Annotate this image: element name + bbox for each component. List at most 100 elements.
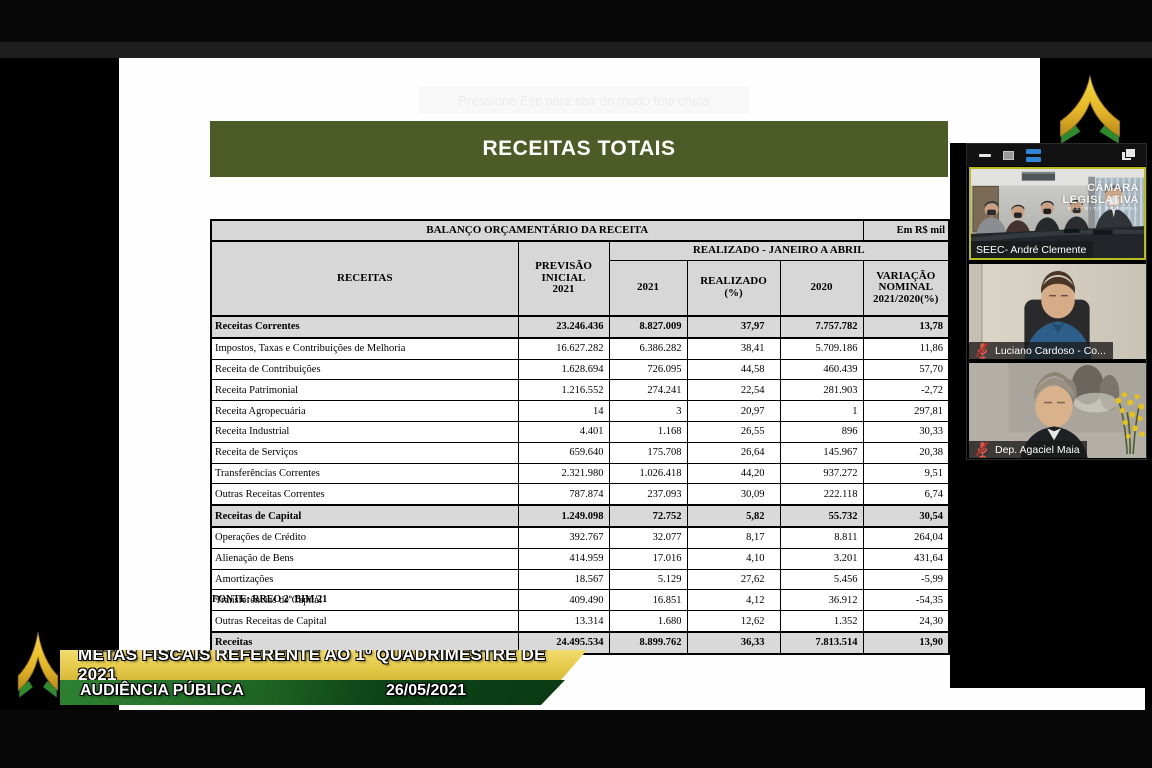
row-value: 13,78 (862, 315, 950, 339)
table-row: Transferências Correntes 2.321.980 1.026.4… (210, 462, 950, 485)
table-caption: BALANÇO ORÇAMENTÁRIO DA RECEITA (210, 219, 864, 242)
participant-name-label: SEEC- André Clemente (971, 241, 1094, 258)
banner-subtitle: AUDIÊNCIA PÚBLICA (80, 682, 244, 699)
row-label: Outras Receitas de Capital (210, 610, 519, 633)
row-value: 13,90 (862, 630, 950, 655)
row-value: 175.708 (608, 441, 688, 464)
slide-white-extension-bottom (950, 688, 1145, 710)
exit-fullscreen-icon[interactable] (1122, 148, 1136, 160)
row-label: Alienação de Bens (210, 547, 519, 570)
row-value: 44,20 (686, 462, 781, 485)
row-value: 30,54 (862, 504, 950, 528)
table-caption-row: BALANÇO ORÇAMENTÁRIO DA RECEITA Em R$ mi… (210, 219, 950, 242)
col-header-2020: 2020 (779, 260, 864, 317)
row-value: 274.241 (608, 379, 688, 402)
row-value: 937.272 (779, 462, 864, 485)
row-value: 38,41 (686, 337, 781, 360)
row-value: -5,99 (862, 568, 950, 591)
row-value: 297,81 (862, 400, 950, 422)
row-value: 1.249.098 (517, 504, 610, 528)
row-value: 8.811 (779, 526, 864, 549)
balanco-orcamentario-table: BALANÇO ORÇAMENTÁRIO DA RECEITA Em R$ mi… (210, 219, 950, 655)
row-value: 414.959 (517, 547, 610, 570)
table-unit: Em R$ mil (862, 219, 950, 242)
row-value: 1 (779, 400, 864, 422)
row-value: 14 (517, 400, 610, 422)
row-value: 1.026.418 (608, 462, 688, 485)
row-label: Receita de Serviços (210, 441, 519, 464)
col-header-variacao: VARIAÇÃO NOMINAL 2021/2020(%) (862, 260, 950, 317)
row-value: 23.246.436 (517, 315, 610, 339)
row-value: 36.912 (779, 589, 864, 612)
row-value: 431,64 (862, 547, 950, 570)
row-label: Receitas Correntes (210, 315, 519, 339)
yellow-flowers (1115, 392, 1145, 455)
row-value: 5.456 (779, 568, 864, 591)
camara-legislativa-logo-icon (17, 631, 59, 698)
table-row: Impostos, Taxas e Contribuições de Melho… (210, 337, 950, 360)
row-value: 5,82 (686, 504, 781, 528)
table-row: Receita de Contribuições 1.628.694 726.095… (210, 358, 950, 381)
row-value: 787.874 (517, 483, 610, 506)
row-value: 1.628.694 (517, 358, 610, 381)
row-value: 44,58 (686, 358, 781, 381)
video-thumbnail-luciano-cardoso[interactable]: Luciano Cardoso - Co... (969, 264, 1146, 359)
col-header-previsao: PREVISÃO INICIAL 2021 (517, 240, 610, 317)
banner-title: METAS FISCAIS REFERENTE AO 1º QUADRIMEST… (78, 645, 546, 684)
restore-window-icon[interactable] (1003, 150, 1014, 160)
row-value: 6.386.282 (608, 337, 688, 360)
row-value: 726.095 (608, 358, 688, 381)
row-value: 20,38 (862, 441, 950, 464)
row-label: Receita Patrimonial (210, 379, 519, 402)
row-value: 30,33 (862, 420, 950, 443)
row-value: 896 (779, 420, 864, 443)
row-value: 2.321.980 (517, 462, 610, 485)
table-row: Receitas de Capital 1.249.098 72.752 5,82 55… (210, 504, 950, 528)
video-thumbnail-agaciel-maia[interactable]: Dep. Agaciel Maia (969, 363, 1146, 458)
col-header-realizado-pct: REALIZADO (%) (686, 260, 781, 317)
row-label: Transferências Correntes (210, 462, 519, 485)
minimize-icon[interactable] (979, 153, 991, 157)
col-header-2021: 2021 (608, 260, 688, 317)
table-header-row: RECEITAS PREVISÃO INICIAL 2021 REALIZADO… (210, 240, 950, 317)
row-value: 1.680 (608, 610, 688, 633)
top-frame-strip (0, 42, 1152, 58)
gallery-view-icon[interactable] (1026, 148, 1041, 162)
camara-legislativa-logo-icon (1060, 75, 1120, 144)
row-value: 3.201 (779, 547, 864, 570)
row-value: 8,17 (686, 526, 781, 549)
row-value: 55.732 (779, 504, 864, 528)
video-panel-titlebar (967, 144, 1146, 166)
row-value: 3 (608, 400, 688, 422)
row-value: 37,97 (686, 315, 781, 339)
table-row: Outras Receitas de Capital 13.314 1.680 12,… (210, 610, 950, 633)
row-value: 5.129 (608, 568, 688, 591)
row-label: Amortizações (210, 568, 519, 591)
table-row: Receitas Correntes 23.246.436 8.827.009 37,… (210, 315, 950, 339)
row-value: 11,86 (862, 337, 950, 360)
table-row: Receitas 24.495.534 8.899.762 36,33 7.813.51… (210, 630, 950, 655)
row-value: 17.016 (608, 547, 688, 570)
row-label: Outras Receitas Correntes (210, 483, 519, 506)
row-value: -54,35 (862, 589, 950, 612)
video-thumbnail-andre-clemente[interactable]: CÂMARA LEGISLATIVA DISTRITO FEDERAL SEEC… (969, 167, 1146, 260)
row-label: Receita de Contribuições (210, 358, 519, 381)
camara-legislativa-watermark: CÂMARA LEGISLATIVA DISTRITO FEDERAL (1062, 182, 1139, 213)
row-label: Receitas (210, 630, 519, 655)
table-row: Operações de Crédito 392.767 32.077 8,17 8.8… (210, 526, 950, 549)
row-value: 281.903 (779, 379, 864, 402)
row-value: 1.168 (608, 420, 688, 443)
row-label: Receita Agropecuária (210, 400, 519, 422)
row-value: 57,70 (862, 358, 950, 381)
row-label: Operações de Crédito (210, 526, 519, 549)
row-value: 32.077 (608, 526, 688, 549)
row-value: 6,74 (862, 483, 950, 506)
row-value: 12,62 (686, 610, 781, 633)
table-row: Outras Receitas Correntes 787.874 237.093 3… (210, 483, 950, 506)
slide-white-extension-top (950, 58, 1040, 143)
row-value: 16.851 (608, 589, 688, 612)
table-row: Transferências de Capital 409.490 16.851 4,… (210, 589, 950, 612)
table-subheader-row: 2021 REALIZADO (%) 2020 VARIAÇÃO NOMINAL… (211, 260, 950, 317)
col-header-receitas: RECEITAS (210, 240, 519, 317)
